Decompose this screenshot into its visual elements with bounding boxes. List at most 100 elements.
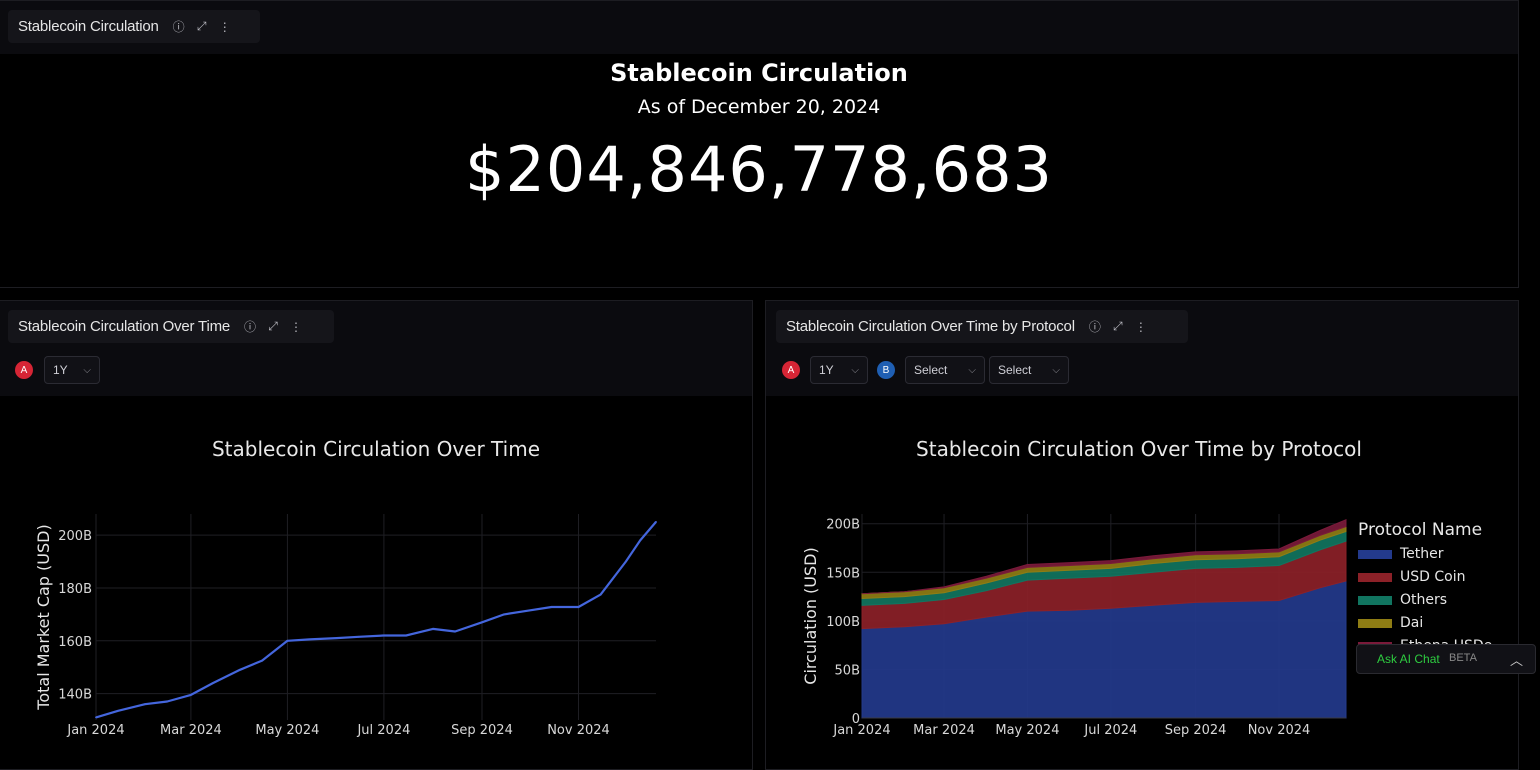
x-tick-label: Mar 2024 — [160, 723, 222, 738]
period-select-value: 1Y — [53, 363, 68, 377]
data-point — [503, 613, 506, 616]
x-tick-label: Jan 2024 — [832, 723, 890, 738]
data-point — [432, 627, 434, 630]
data-point — [550, 606, 553, 608]
kpi-subtitle: As of December 20, 2024 — [637, 96, 881, 118]
period-select[interactable]: 1Y ⌵ — [44, 356, 100, 384]
x-tick-label: Nov 2024 — [1248, 723, 1311, 738]
panel-controls-strip — [0, 354, 752, 396]
legend: Protocol Name Tether USD Coin Others Dai Eth… — [1358, 520, 1528, 648]
y-tick-label: 200B — [58, 529, 92, 544]
stablecoin-circulation-panel: Stablecoin Circulation ⓘ ⤢ ⋮ Stablecoin … — [0, 0, 1519, 288]
data-point — [481, 621, 483, 624]
data-point — [335, 637, 338, 640]
legend-swatch — [1358, 549, 1392, 559]
data-point — [383, 634, 385, 637]
expand-icon[interactable]: ⤢ — [196, 19, 207, 33]
y-axis-label: Circulation (USD) — [801, 547, 820, 684]
panel-header-title: Stablecoin Circulation Over Time — [18, 318, 231, 335]
legend-item-usd-coin[interactable]: USD Coin — [1358, 569, 1465, 585]
select-placeholder: Select — [914, 363, 948, 377]
legend-item-others[interactable]: Others — [1358, 592, 1447, 608]
info-icon[interactable]: ⓘ — [172, 20, 185, 34]
chart-title: Stablecoin Circulation Over Time — [211, 437, 541, 461]
legend-label: Tether — [1400, 546, 1444, 562]
circulation-line-chart: 140B 160B 180B 200B Jan 2024 Mar 2024 May 2024… — [34, 514, 657, 738]
y-tick-label: 150B — [826, 566, 860, 581]
legend-item-tether[interactable]: Tether — [1358, 546, 1444, 562]
data-point — [528, 609, 531, 612]
ai-chat-widget[interactable]: Ask AI Chat BETA ︿ — [1356, 644, 1536, 674]
select-placeholder: Select — [998, 363, 1032, 377]
protocol-select-1[interactable]: Select ⌵ — [905, 356, 985, 384]
info-icon[interactable]: ⓘ — [244, 320, 257, 334]
legend-swatch — [1358, 572, 1392, 582]
x-tick-label: Jan 2024 — [66, 723, 124, 738]
x-tick-label: Jul 2024 — [1083, 723, 1137, 738]
protocol-select-2[interactable]: Select ⌵ — [989, 356, 1069, 384]
data-point — [599, 593, 602, 596]
x-tick-label: Mar 2024 — [913, 723, 975, 738]
kebab-menu-icon[interactable]: ⋮ — [1134, 319, 1147, 334]
data-point — [190, 694, 192, 696]
chevron-down-icon: ⌵ — [1052, 364, 1060, 376]
y-tick-label: 0 — [852, 712, 860, 727]
data-point — [639, 539, 642, 542]
y-tick-label: 160B — [58, 635, 92, 650]
y-tick-label: 200B — [826, 518, 860, 533]
series-line — [95, 521, 657, 719]
chart-title: Stablecoin Circulation Over Time by Prot… — [916, 437, 1362, 461]
chevron-down-icon: ⌵ — [851, 364, 859, 376]
x-tick-label: Nov 2024 — [547, 723, 610, 738]
parameter-badge-a: A — [15, 361, 33, 379]
period-select[interactable]: 1Y ⌵ — [810, 356, 868, 384]
y-tick-label: 180B — [58, 582, 92, 597]
panel-header: Stablecoin Circulation Over Time ⓘ ⤢ ⋮ — [8, 310, 334, 343]
data-point — [261, 659, 264, 662]
expand-icon[interactable]: ⤢ — [268, 319, 278, 333]
kpi-value: $204,846,778,683 — [465, 133, 1053, 206]
data-point — [577, 606, 580, 608]
panel-header: Stablecoin Circulation Over Time by Prot… — [776, 310, 1188, 343]
chat-label[interactable]: Ask AI Chat — [1377, 652, 1440, 666]
data-point — [625, 560, 627, 563]
beta-badge: BETA — [1449, 652, 1477, 664]
panel-header: Stablecoin Circulation ⓘ ⤢ ⋮ — [8, 10, 260, 43]
kebab-menu-icon[interactable]: ⋮ — [218, 19, 231, 34]
legend-label: Dai — [1400, 615, 1424, 631]
period-select-value: 1Y — [819, 363, 834, 377]
data-point — [166, 700, 169, 703]
y-tick-label: 50B — [835, 663, 860, 678]
expand-icon[interactable]: ⤢ — [1113, 319, 1123, 333]
y-tick-label: 100B — [826, 615, 860, 630]
data-point — [212, 682, 214, 684]
parameter-badge-b: B — [877, 361, 895, 379]
legend-label: Ethena USDe — [1400, 638, 1493, 648]
x-tick-label: May 2024 — [995, 723, 1059, 738]
legend-item-dai[interactable]: Dai — [1358, 615, 1423, 631]
chevron-up-icon[interactable]: ︿ — [1509, 654, 1523, 669]
chevron-down-icon: ⌵ — [968, 364, 976, 376]
kpi-title: Stablecoin Circulation — [610, 59, 908, 87]
panel-header-title: Stablecoin Circulation — [18, 18, 159, 35]
y-tick-label: 140B — [58, 688, 92, 703]
x-tick-label: May 2024 — [255, 723, 319, 738]
legend-swatch — [1358, 595, 1392, 605]
info-icon[interactable]: ⓘ — [1088, 320, 1101, 334]
data-point — [454, 630, 456, 633]
data-point — [117, 709, 120, 712]
x-tick-label: Jul 2024 — [356, 723, 410, 738]
legend-title: Protocol Name — [1358, 520, 1483, 540]
data-point — [655, 521, 657, 523]
protocol-area-chart: 0 50B 100B 150B 200B Jan 2024 Mar 2024 May 2024… — [801, 514, 1347, 738]
legend-label: USD Coin — [1400, 569, 1466, 585]
kebab-menu-icon[interactable]: ⋮ — [290, 319, 303, 334]
panel-header-title: Stablecoin Circulation Over Time by Prot… — [786, 318, 1075, 335]
legend-swatch — [1358, 618, 1392, 628]
data-point — [405, 634, 407, 637]
data-point — [144, 703, 146, 706]
data-point — [239, 668, 241, 671]
data-point — [95, 716, 97, 719]
data-point — [357, 635, 360, 638]
area-ethena-usde — [861, 519, 1347, 595]
